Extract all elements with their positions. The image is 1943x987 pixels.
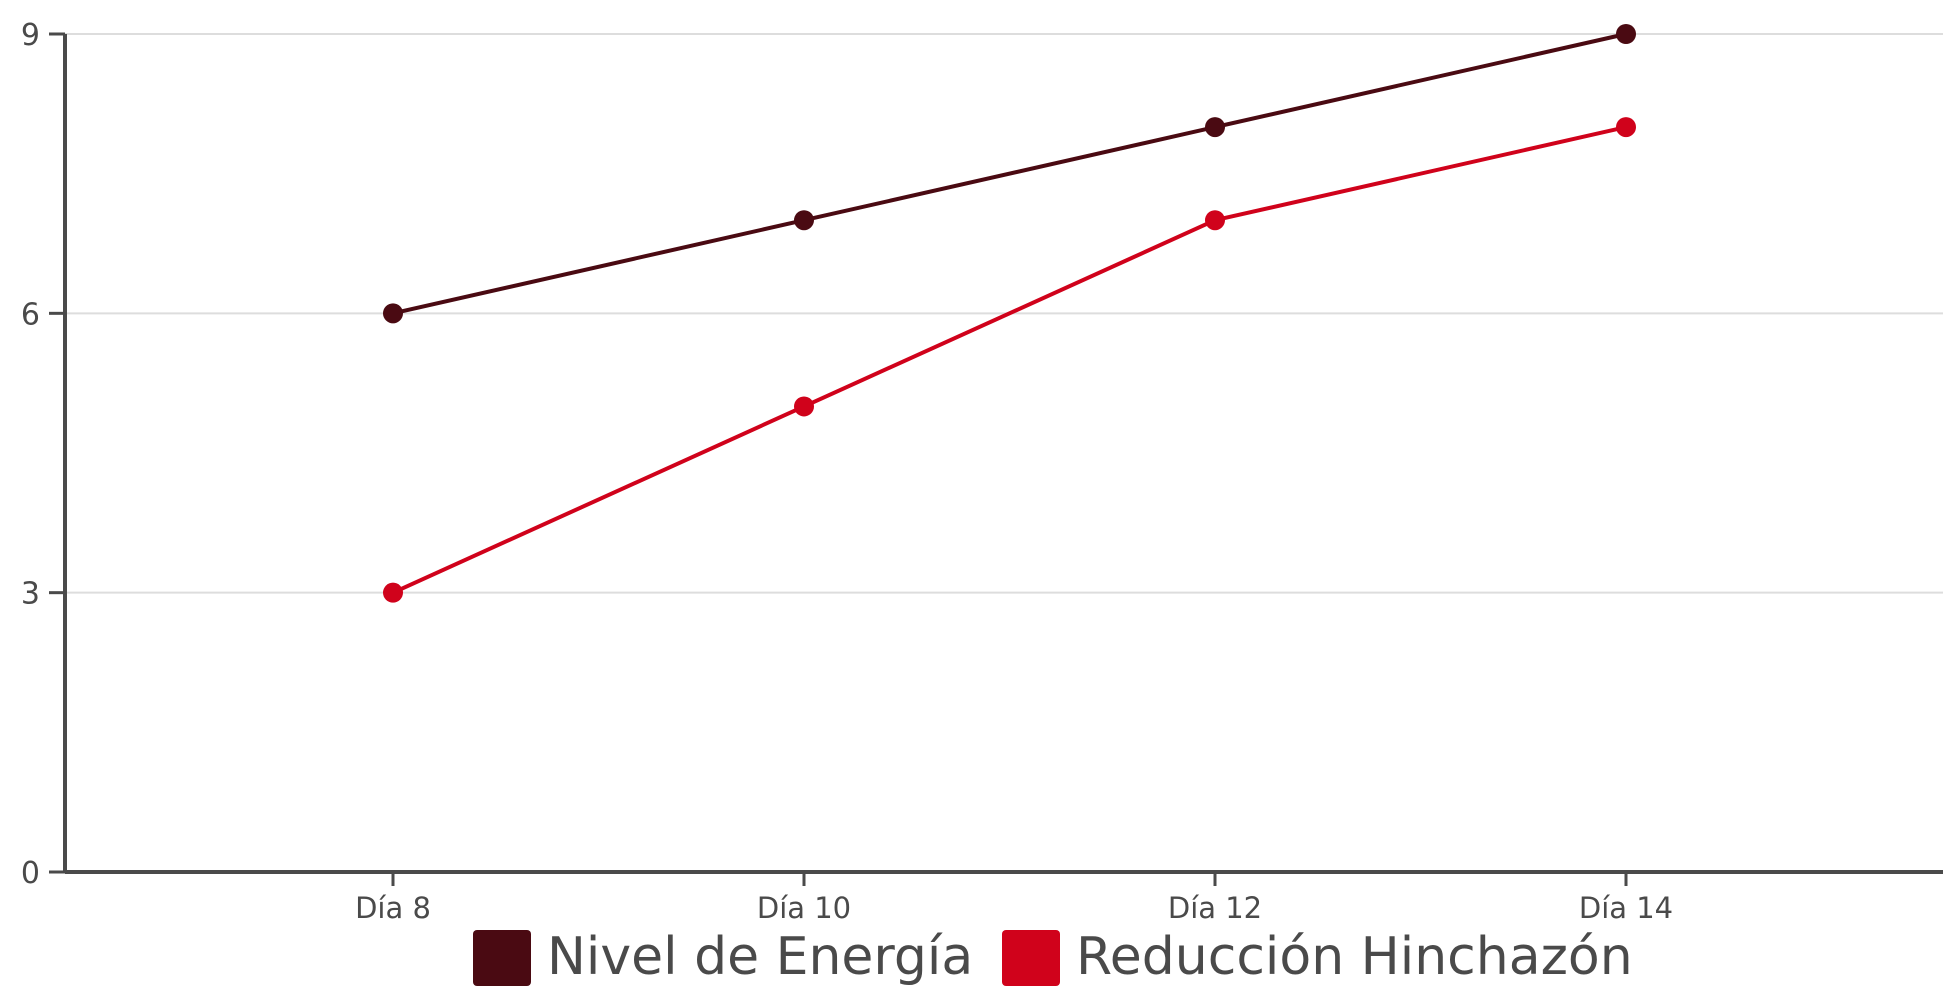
y-tick-label: 6 xyxy=(21,297,40,332)
data-point xyxy=(794,396,814,417)
data-point xyxy=(383,582,403,603)
y-tick-label: 3 xyxy=(21,577,40,612)
data-point xyxy=(1205,210,1225,231)
legend-label: Reducción Hinchazón xyxy=(1076,927,1633,987)
data-point xyxy=(1205,117,1225,138)
y-tick-label: 9 xyxy=(21,18,40,53)
data-point xyxy=(1616,117,1636,138)
data-point xyxy=(794,210,814,231)
series-line xyxy=(392,125,1627,595)
x-tick-label: Día 8 xyxy=(355,891,431,925)
gridlines xyxy=(65,33,1943,594)
data-point xyxy=(383,303,403,324)
x-tick-label: Día 14 xyxy=(1579,891,1673,925)
legend-item: Reducción Hinchazón xyxy=(1002,927,1633,987)
series-1 xyxy=(383,24,1636,324)
legend-swatch xyxy=(473,930,531,986)
x-tick-label: Día 12 xyxy=(1168,891,1262,925)
data-point xyxy=(1616,24,1636,44)
legend: Nivel de Energía Reducción Hinchazón xyxy=(473,927,1633,987)
legend-label: Nivel de Energía xyxy=(547,927,973,987)
series-2 xyxy=(383,117,1636,603)
legend-swatch xyxy=(1002,930,1060,986)
series-group xyxy=(383,24,1636,603)
y-tick-label: 0 xyxy=(21,856,40,891)
legend-item: Nivel de Energía xyxy=(473,927,973,987)
series-line xyxy=(392,32,1627,316)
axes: 0 3 6 9 Día 8 Día 10 Día 12 Día 14 xyxy=(21,18,1943,925)
x-tick-label: Día 10 xyxy=(757,891,851,925)
